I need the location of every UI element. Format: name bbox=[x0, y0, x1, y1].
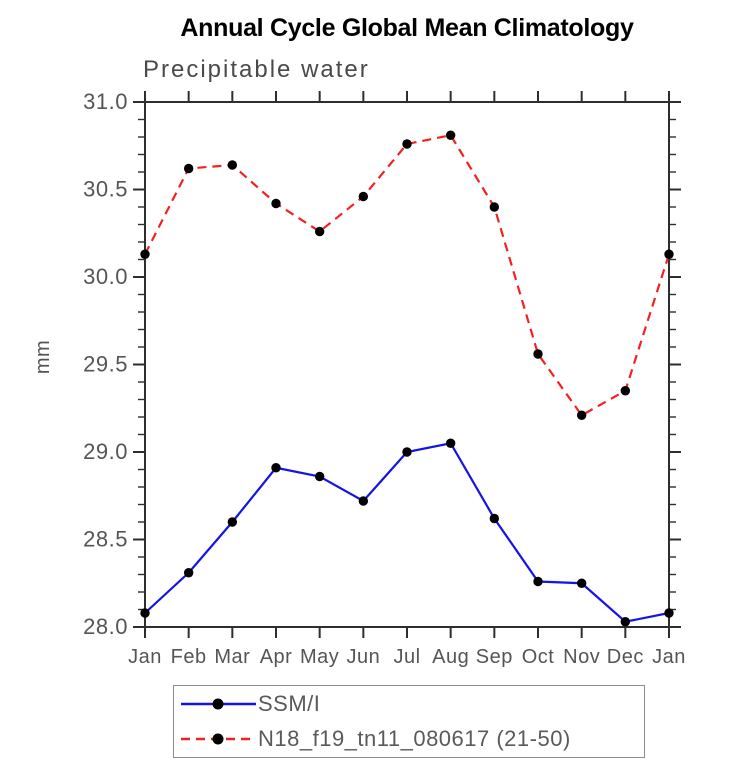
series-1-marker bbox=[664, 249, 674, 259]
x-tick-label: Apr bbox=[260, 646, 293, 668]
y-tick-label: 29.0 bbox=[83, 439, 128, 464]
series-0-marker bbox=[533, 576, 543, 587]
series-1-marker bbox=[314, 226, 325, 237]
legend: SSM/I N18_f19_tn11_080617 (21-50) bbox=[173, 685, 645, 758]
series-0-marker bbox=[140, 608, 150, 618]
y-tick-label: 30.5 bbox=[83, 177, 128, 202]
x-tick-label: Dec bbox=[607, 646, 644, 668]
y-tick-label: 28.0 bbox=[83, 614, 128, 639]
y-tick-label: 28.5 bbox=[83, 527, 128, 552]
legend-label-ssmi: SSM/I bbox=[258, 690, 321, 716]
x-tick-label: May bbox=[300, 646, 339, 668]
x-tick-label: Nov bbox=[563, 646, 600, 668]
plot-frame bbox=[144, 101, 670, 628]
series-1-marker bbox=[402, 139, 412, 149]
x-tick-label: Sep bbox=[476, 646, 513, 668]
series-0-marker bbox=[314, 471, 325, 482]
series-line-1 bbox=[144, 134, 671, 417]
series-0-marker bbox=[271, 463, 281, 473]
series-0-marker bbox=[183, 568, 194, 578]
series-0-marker bbox=[664, 608, 674, 618]
legend-marker-dot bbox=[212, 698, 224, 710]
legend-label-n18: N18_f19_tn11_080617 (21-50) bbox=[258, 726, 571, 752]
series-0-marker bbox=[227, 517, 238, 527]
chart-subtitle: Precipitable water bbox=[143, 56, 370, 83]
x-tick-label: Jun bbox=[346, 646, 380, 668]
y-tick-label: 31.0 bbox=[83, 89, 128, 114]
series-0-marker bbox=[402, 447, 412, 457]
series-0-marker bbox=[489, 513, 500, 524]
y-axis-label: mm bbox=[32, 340, 54, 374]
series-1-marker bbox=[533, 349, 543, 359]
series-1-marker bbox=[620, 386, 631, 396]
legend-row-ssmi: SSM/I bbox=[174, 687, 644, 721]
y-tick-label: 29.5 bbox=[83, 352, 128, 377]
legend-marker-dot bbox=[212, 733, 224, 745]
chart-title: Annual Cycle Global Mean Climatology bbox=[180, 14, 634, 42]
series-0-marker bbox=[620, 617, 631, 627]
series-line-0 bbox=[144, 442, 670, 623]
series-1-marker bbox=[140, 249, 150, 259]
series-0-marker bbox=[445, 438, 456, 448]
series-1-marker bbox=[227, 160, 238, 170]
x-tick-label: Feb bbox=[171, 646, 207, 668]
x-tick-label: Jan bbox=[652, 646, 686, 668]
series-1-marker bbox=[358, 191, 369, 202]
series-1-marker bbox=[445, 130, 456, 140]
series-1-marker bbox=[576, 410, 587, 420]
series-0-marker bbox=[358, 496, 369, 506]
series-0-marker bbox=[576, 578, 587, 588]
legend-line-sample-solid bbox=[181, 698, 256, 710]
x-tick-label: Mar bbox=[214, 646, 250, 668]
legend-line-sample-dashed bbox=[181, 733, 256, 745]
x-tick-label: Aug bbox=[432, 646, 469, 668]
y-tick-label: 30.0 bbox=[83, 264, 128, 289]
x-tick-label: Jul bbox=[393, 646, 420, 668]
legend-row-n18: N18_f19_tn11_080617 (21-50) bbox=[174, 722, 644, 756]
series-1-marker bbox=[489, 202, 500, 212]
x-tick-label: Jan bbox=[128, 646, 162, 668]
x-tick-label: Oct bbox=[522, 646, 555, 668]
series-1-marker bbox=[271, 198, 281, 209]
series-1-marker bbox=[183, 163, 194, 174]
